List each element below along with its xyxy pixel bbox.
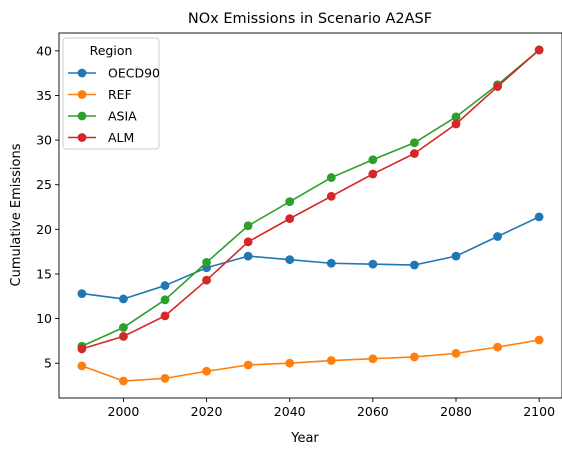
y-axis: 5 10 15 20 25 30 35 40 [36,43,59,371]
series-layer [77,45,544,386]
data-point-asia [160,295,170,305]
data-point-alm [119,332,128,341]
data-point-oecd90 [368,259,378,269]
legend: Region OECD90 REF ASIA ALM [62,37,160,150]
data-point-oecd90 [243,251,253,261]
data-point-asia [243,221,253,231]
data-point-oecd90 [451,251,461,261]
data-point-oecd90 [493,232,502,241]
y-tick-label: 30 [36,133,52,148]
series-line-oecd90 [81,216,540,300]
y-tick-label: 40 [36,43,52,58]
legend-marker-alm [77,133,87,142]
data-point-ref [410,352,419,362]
y-tick-label: 20 [36,222,52,237]
y-tick-label: 10 [36,311,52,326]
y-tick-label: 35 [36,88,52,103]
data-point-ref [285,358,295,368]
data-point-ref [202,366,211,376]
x-tick-label: 2000 [108,404,140,419]
data-point-ref [160,373,170,383]
data-point-alm [160,311,170,321]
series-line-ref [81,339,540,382]
data-point-oecd90 [326,258,336,268]
data-point-oecd90 [534,212,544,222]
legend-label-asia: ASIA [108,109,137,124]
legend-items: OECD90 REF ASIA ALM [68,66,160,145]
data-point-asia [410,138,419,148]
data-point-ref [77,361,87,371]
data-point-alm [493,82,502,91]
data-point-ref [451,348,461,358]
data-point-ref [119,376,128,386]
data-point-ref [243,360,253,370]
data-point-alm [410,149,419,158]
data-point-alm [202,275,211,285]
data-point-oecd90 [119,294,128,304]
y-tick-label: 15 [36,266,52,281]
plot-area-frame [58,32,562,399]
data-point-asia [451,112,461,122]
legend-label-alm: ALM [108,130,134,145]
data-point-ref [493,342,502,352]
x-tick-label: 2060 [357,404,389,419]
legend-label-ref: REF [108,87,132,102]
data-point-oecd90 [160,281,170,290]
x-axis-label: Year [290,431,319,446]
data-point-asia [119,323,128,332]
data-point-ref [534,335,544,345]
data-point-asia [326,173,336,182]
chart-title: NOx Emissions in Scenario A2ASF [188,11,432,27]
legend-frame [62,37,160,150]
legend-marker-ref [77,90,87,99]
data-point-oecd90 [410,260,419,270]
series-line-asia [81,49,540,347]
data-point-alm [368,169,378,179]
series-line-alm [81,49,540,350]
x-tick-label: 2040 [274,404,306,419]
data-point-asia [285,197,295,207]
data-point-alm [243,237,253,247]
legend-title: Region [90,43,133,58]
data-point-asia [368,155,378,165]
data-point-ref [326,356,336,365]
data-point-alm [326,191,336,201]
data-point-oecd90 [77,289,87,298]
x-tick-label: 2020 [191,404,223,419]
data-point-ref [368,354,378,364]
y-tick-label: 5 [44,356,52,371]
x-tick-label: 2080 [440,404,472,419]
data-point-alm [534,45,544,55]
y-tick-label: 25 [36,177,52,192]
legend-label-oecd90: OECD90 [108,66,160,81]
x-tick-label: 2100 [523,404,555,419]
x-axis: 2000 2020 2040 2060 2080 2100 [108,398,555,419]
legend-marker-asia [77,111,87,121]
data-point-asia [202,257,211,267]
y-axis-label: Cumulative Emissions [9,143,24,286]
legend-marker-oecd90 [77,68,87,78]
data-point-oecd90 [285,255,295,265]
data-point-alm [285,214,295,224]
data-point-alm [77,344,87,354]
data-point-alm [451,119,461,129]
